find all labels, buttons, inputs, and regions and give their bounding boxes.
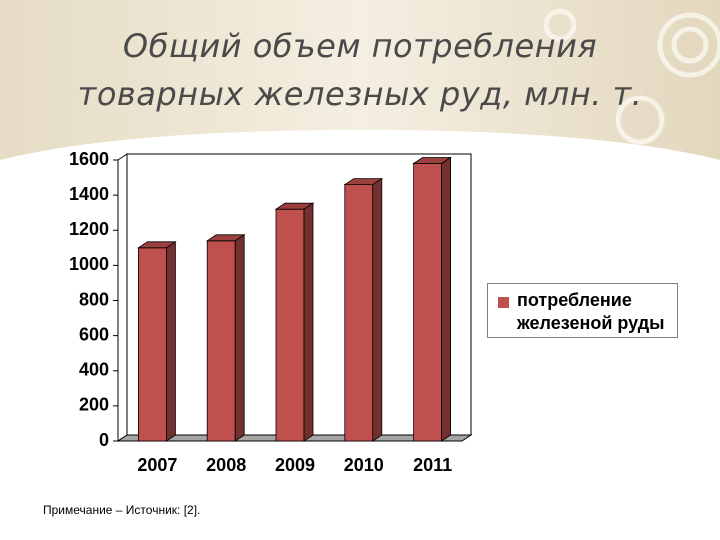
- bar: [274, 202, 315, 442]
- bar-front: [344, 184, 374, 442]
- x-tick-label: 2011: [413, 455, 452, 475]
- y-tick-label: 600: [79, 324, 109, 344]
- legend-label: потребление железеной руды: [517, 290, 665, 333]
- legend: потребление железеной руды: [487, 283, 678, 338]
- legend-swatch: [498, 297, 509, 308]
- bar-front: [413, 163, 443, 442]
- x-tick-label: 2010: [344, 455, 384, 475]
- x-tick-label: 2008: [206, 455, 246, 475]
- bar-side: [441, 156, 452, 442]
- y-tick-label: 1200: [69, 219, 109, 239]
- bar: [412, 156, 452, 442]
- bar-side: [303, 202, 314, 442]
- bar: [205, 234, 246, 442]
- header-band: [0, 0, 720, 160]
- bar-side: [234, 234, 245, 442]
- y-tick-label: 1000: [69, 254, 109, 274]
- y-tick-label: 1600: [69, 149, 109, 169]
- bar-front: [137, 247, 167, 442]
- x-tick-label: 2007: [137, 455, 177, 475]
- title: Общий объем потребления товарных железны…: [77, 27, 643, 113]
- swirls: [543, 8, 720, 145]
- bar-front: [206, 240, 236, 442]
- bar-side: [372, 177, 383, 442]
- bar-side: [165, 241, 176, 442]
- bar-front: [275, 208, 305, 442]
- y-tick-label: 800: [79, 289, 109, 309]
- bar: [343, 177, 384, 442]
- y-tick-label: 400: [79, 360, 109, 380]
- side-wall: [117, 153, 128, 442]
- y-tick-label: 1400: [69, 184, 109, 204]
- y-tick-label: 0: [99, 430, 109, 450]
- y-tick-label: 200: [79, 395, 109, 415]
- x-tick-label: 2009: [275, 455, 315, 475]
- bar: [137, 241, 177, 442]
- footnote: Примечание – Источник: [2].: [43, 503, 201, 517]
